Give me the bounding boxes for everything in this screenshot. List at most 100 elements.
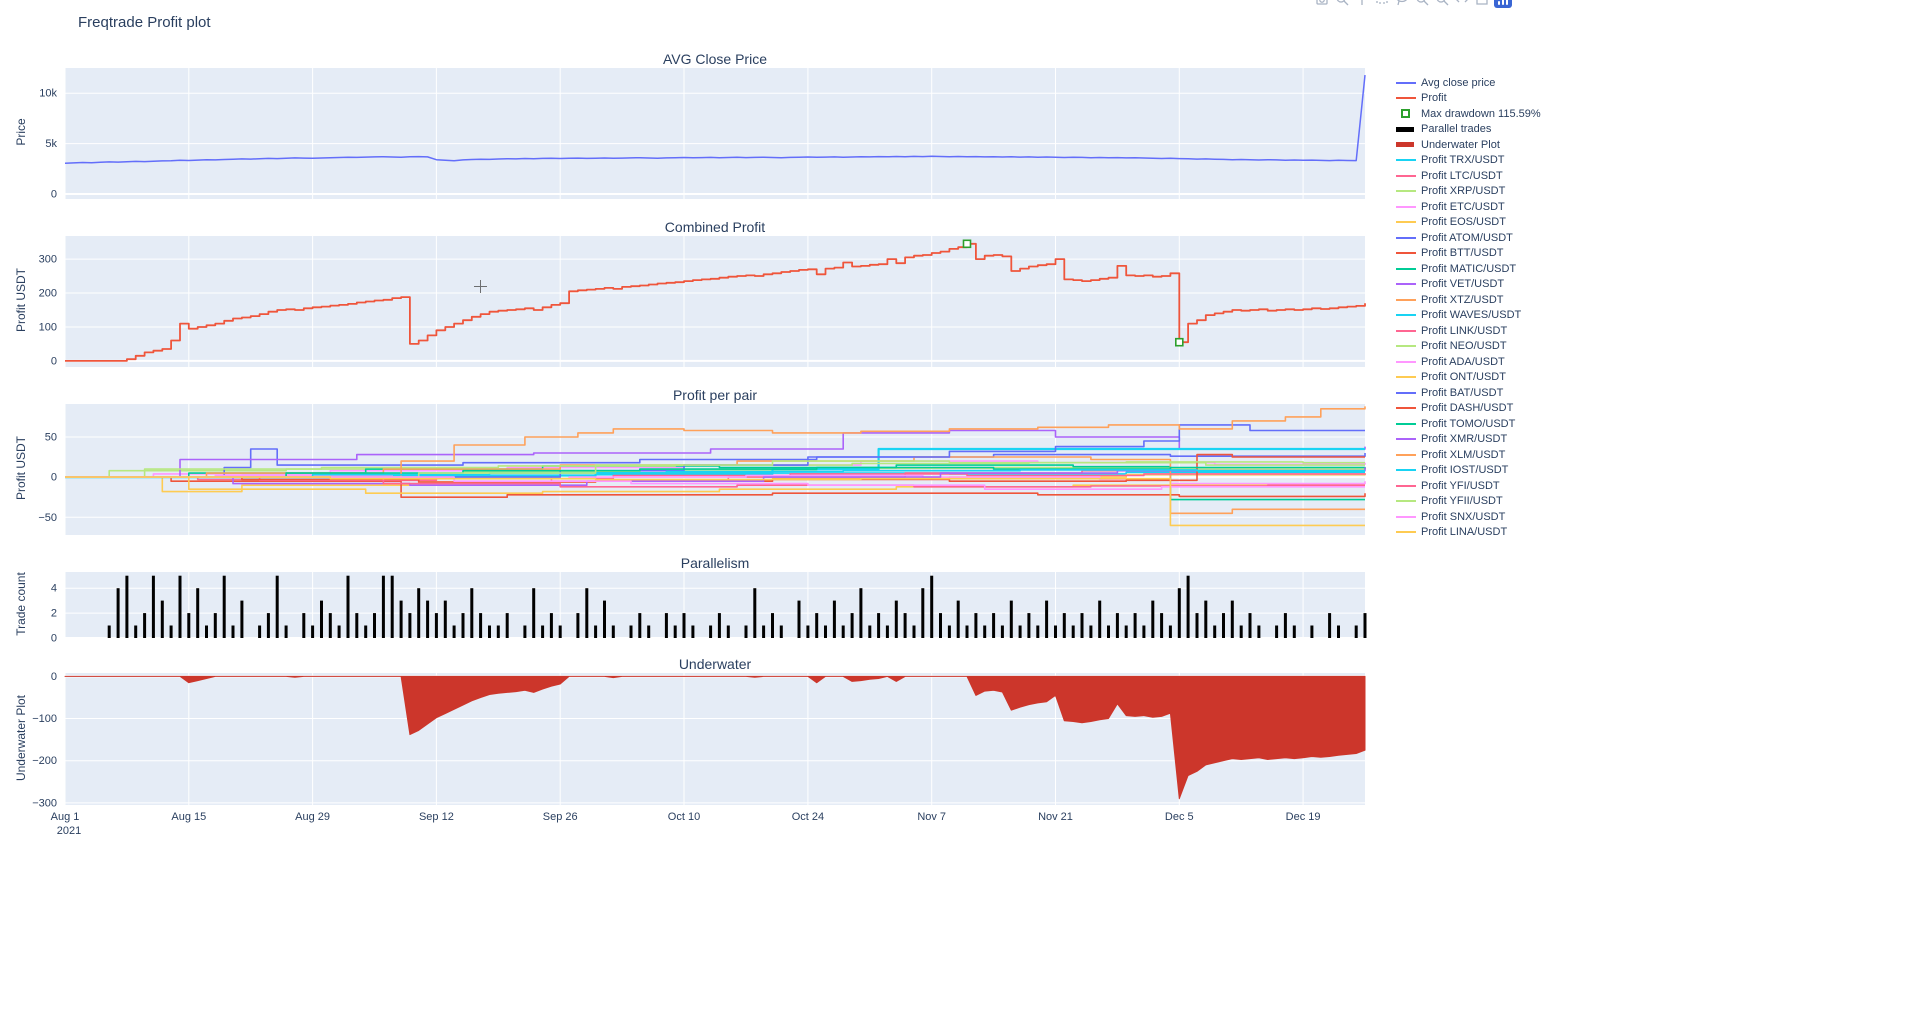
- lasso-select-icon[interactable]: [1394, 0, 1410, 7]
- x-tick-label: Oct 24: [792, 811, 824, 823]
- legend-label: Profit XLM/USDT: [1421, 448, 1506, 461]
- legend-item-underwater-plot[interactable]: Underwater Plot: [1396, 137, 1541, 153]
- series-profit-yfii-usdt: [65, 460, 1365, 478]
- y-tick-label: 2: [51, 608, 57, 620]
- legend-label: Profit LINK/USDT: [1421, 324, 1508, 337]
- legend-item-profit-ont-usdt[interactable]: Profit ONT/USDT: [1396, 370, 1541, 386]
- zoom-in-icon[interactable]: [1414, 0, 1430, 7]
- legend-swatch: [1396, 159, 1416, 162]
- y-tick-label: 0: [51, 355, 57, 367]
- series-profit-tomo-usdt: [65, 466, 1366, 478]
- panel-avg_close: 0 5k 10k: [39, 68, 1366, 201]
- subplot-title-avg-close-price: AVG Close Price: [663, 51, 767, 67]
- y-tick-label: 0: [51, 671, 57, 683]
- legend-item-profit-yfi-usdt[interactable]: Profit YFI/USDT: [1396, 478, 1541, 494]
- legend-item-profit-xlm-usdt[interactable]: Profit XLM/USDT: [1396, 447, 1541, 463]
- plot-area-parallelism[interactable]: [65, 572, 1365, 638]
- max-drawdown-marker: [962, 239, 972, 249]
- plotly-logo[interactable]: [1494, 0, 1512, 8]
- legend-item-profit-btt-usdt[interactable]: Profit BTT/USDT: [1396, 246, 1541, 262]
- series-avg-close-price: [64, 75, 1366, 164]
- legend-item-profit-ltc-usdt[interactable]: Profit LTC/USDT: [1396, 168, 1541, 184]
- legend-swatch: [1396, 391, 1416, 394]
- series-group-profit_per_pair: [65, 406, 1366, 527]
- legend-swatch: [1396, 221, 1416, 224]
- legend-item-profit-bat-usdt[interactable]: Profit BAT/USDT: [1396, 385, 1541, 401]
- legend-swatch: [1396, 360, 1416, 363]
- legend-item-profit-tomo-usdt[interactable]: Profit TOMO/USDT: [1396, 416, 1541, 432]
- legend-label: Profit LTC/USDT: [1421, 169, 1503, 182]
- legend-item-profit[interactable]: Profit: [1396, 91, 1541, 107]
- legend-swatch: [1396, 314, 1416, 317]
- legend-item-parallel-trades[interactable]: Parallel trades: [1396, 122, 1541, 138]
- box-select-icon[interactable]: [1374, 0, 1390, 7]
- series-group-combined_profit: [65, 242, 1366, 362]
- y-tick-label: −300: [32, 797, 57, 809]
- legend-swatch: [1396, 515, 1416, 518]
- legend-item-profit-ada-usdt[interactable]: Profit ADA/USDT: [1396, 354, 1541, 370]
- legend-item-profit-dash-usdt[interactable]: Profit DASH/USDT: [1396, 401, 1541, 417]
- legend-item-profit-trx-usdt[interactable]: Profit TRX/USDT: [1396, 153, 1541, 169]
- legend-swatch: [1396, 267, 1416, 270]
- max-drawdown-marker-swatch: [1401, 109, 1410, 119]
- x-tick-label: Aug 15: [171, 811, 206, 823]
- legend-item-profit-iost-usdt[interactable]: Profit IOST/USDT: [1396, 463, 1541, 479]
- legend-label: Profit TOMO/USDT: [1421, 417, 1516, 430]
- series-group-parallelism: [107, 575, 1367, 638]
- legend-item-profit-waves-usdt[interactable]: Profit WAVES/USDT: [1396, 308, 1541, 324]
- legend-swatch: [1396, 298, 1416, 301]
- legend-label: Profit ETC/USDT: [1421, 200, 1505, 213]
- legend-label: Profit EOS/USDT: [1421, 216, 1506, 229]
- series-profit-lina-usdt: [65, 476, 1365, 527]
- gridlines-combined_profit: [64, 236, 1365, 367]
- legend-item-avg-close-price[interactable]: Avg close price: [1396, 75, 1541, 91]
- legend-label: Profit YFI/USDT: [1421, 479, 1500, 492]
- plot-area-combined_profit[interactable]: [65, 236, 1365, 367]
- plot-area-avg_close[interactable]: [65, 68, 1365, 199]
- legend-item-profit-xtz-usdt[interactable]: Profit XTZ/USDT: [1396, 292, 1541, 308]
- series-profit-iost-usdt: [65, 469, 1365, 478]
- legend-item-profit-yfii-usdt[interactable]: Profit YFII/USDT: [1396, 494, 1541, 510]
- panel-profit_per_pair: −50 0 50: [38, 404, 1366, 535]
- legend-item-profit-xrp-usdt[interactable]: Profit XRP/USDT: [1396, 184, 1541, 200]
- legend-label: Profit IOST/USDT: [1421, 464, 1509, 477]
- autoscale-icon[interactable]: [1454, 0, 1470, 7]
- legend: Avg close price Profit Max drawdown 115.59…: [1396, 75, 1541, 540]
- legend-item-profit-xmr-usdt[interactable]: Profit XMR/USDT: [1396, 432, 1541, 448]
- x-tick-label: Dec 5: [1165, 811, 1194, 823]
- legend-swatch: [1396, 345, 1416, 348]
- series-profit-snx-usdt: [65, 476, 1365, 490]
- legend-item-profit-neo-usdt[interactable]: Profit NEO/USDT: [1396, 339, 1541, 355]
- reset-axes-icon[interactable]: [1474, 0, 1490, 7]
- legend-swatch: [1396, 283, 1416, 286]
- x-axis-labels: Aug 1 Aug 15 Aug 29 Sep 12 Sep 26 Oct 10 Oct 2…: [51, 811, 1321, 837]
- zoom-out-icon[interactable]: [1434, 0, 1450, 7]
- y-tick-label: 200: [39, 288, 57, 300]
- legend-item-max-drawdown-115-59[interactable]: Max drawdown 115.59%: [1396, 106, 1541, 122]
- legend-item-profit-snx-usdt[interactable]: Profit SNX/USDT: [1396, 509, 1541, 525]
- legend-swatch: [1396, 190, 1416, 193]
- legend-swatch: [1396, 174, 1416, 177]
- download-png-icon[interactable]: [1314, 0, 1330, 7]
- legend-label: Parallel trades: [1421, 123, 1492, 136]
- zoom-icon[interactable]: [1334, 0, 1350, 7]
- legend-item-profit-link-usdt[interactable]: Profit LINK/USDT: [1396, 323, 1541, 339]
- legend-label: Profit ADA/USDT: [1421, 355, 1505, 368]
- pan-icon[interactable]: [1354, 0, 1370, 7]
- x-axis-year-label: 2021: [57, 825, 81, 837]
- legend-item-profit-etc-usdt[interactable]: Profit ETC/USDT: [1396, 199, 1541, 215]
- legend-item-profit-eos-usdt[interactable]: Profit EOS/USDT: [1396, 215, 1541, 231]
- legend-swatch: [1396, 469, 1416, 472]
- y-tick-label: 100: [39, 322, 57, 334]
- page-title: Freqtrade Profit plot: [78, 14, 211, 31]
- legend-item-profit-vet-usdt[interactable]: Profit VET/USDT: [1396, 277, 1541, 293]
- y-tick-label: −100: [32, 713, 57, 725]
- legend-item-profit-matic-usdt[interactable]: Profit MATIC/USDT: [1396, 261, 1541, 277]
- legend-swatch: [1396, 97, 1416, 100]
- series-group-underwater: [64, 675, 1366, 800]
- legend-item-profit-lina-usdt[interactable]: Profit LINA/USDT: [1396, 525, 1541, 541]
- x-tick-label: Aug 29: [295, 811, 330, 823]
- legend-item-profit-atom-usdt[interactable]: Profit ATOM/USDT: [1396, 230, 1541, 246]
- y-tick-label: 10k: [39, 88, 57, 100]
- legend-swatch: [1396, 500, 1416, 503]
